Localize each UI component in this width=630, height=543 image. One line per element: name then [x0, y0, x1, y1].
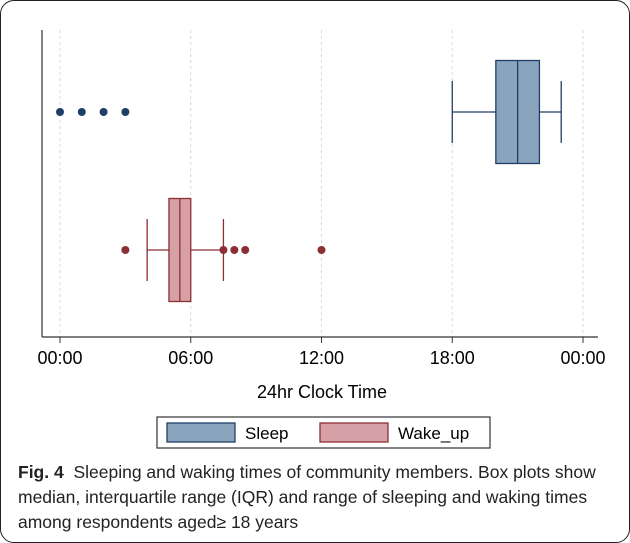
- x-tick-label: 12:00: [299, 348, 344, 368]
- outlier-point: [317, 246, 326, 254]
- outlier-point: [99, 108, 108, 116]
- box-plot-sleep: [56, 59, 562, 165]
- box-plot-wake-up: [121, 197, 326, 303]
- x-tick-label: 06:00: [168, 348, 213, 368]
- x-tick-label: 18:00: [430, 348, 475, 368]
- legend-label: Sleep: [245, 424, 288, 443]
- outlier-point: [121, 108, 130, 116]
- outlier-point: [56, 108, 64, 116]
- x-axis-ticks: 00:00 06:00 12:00 18:00 00:00: [37, 337, 606, 368]
- x-axis-title: 24hr Clock Time: [257, 382, 387, 402]
- legend: Sleep Wake_up: [156, 416, 491, 449]
- caption-text: Sleeping and waking times of community m…: [18, 462, 596, 532]
- legend-label: Wake_up: [398, 424, 469, 443]
- outlier-point: [230, 246, 239, 254]
- outlier-point: [77, 108, 86, 116]
- outlier-point: [241, 246, 250, 254]
- box-plots: [56, 59, 562, 303]
- figure-label: Fig. 4: [18, 462, 64, 482]
- outlier-point: [121, 246, 130, 254]
- legend-swatch-sleep: [166, 422, 236, 443]
- figure-caption: Fig. 4 Sleeping and waking times of comm…: [18, 460, 618, 535]
- box-plot-chart: 00:00 06:00 12:00 18:00 00:00 24hr Clock Tim…: [37, 30, 606, 449]
- legend-swatch-wake-up: [319, 422, 389, 443]
- outlier-point: [219, 246, 228, 254]
- x-tick-label: 00:00: [560, 348, 605, 368]
- x-tick-label: 00:00: [37, 348, 82, 368]
